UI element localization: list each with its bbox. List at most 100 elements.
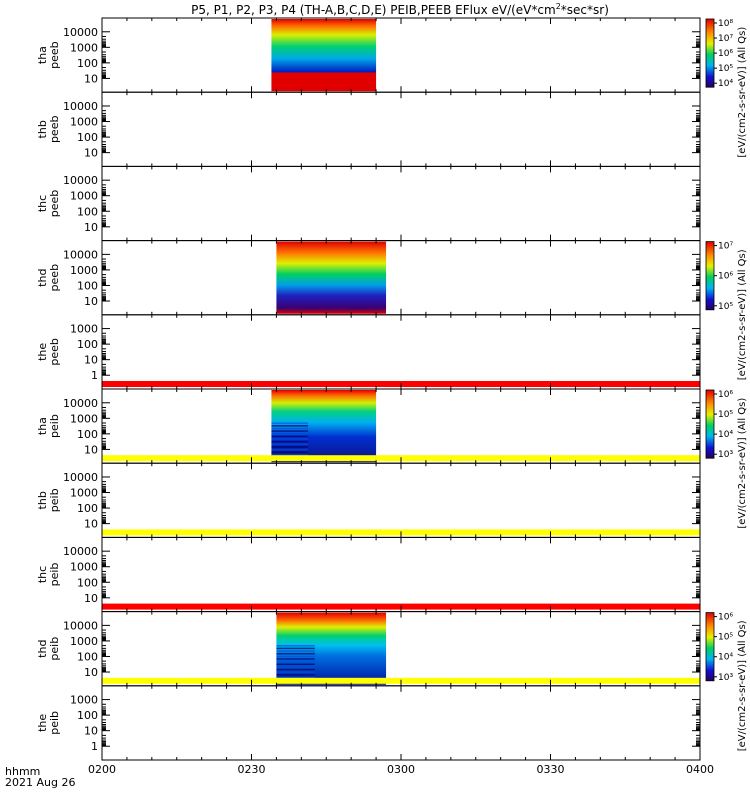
y-tick-label: 100 (77, 502, 98, 515)
y-tick-label: 1000 (70, 41, 98, 54)
y-tick-label: 10 (84, 443, 98, 456)
panel-label: thbpeib (36, 488, 61, 512)
colorbar-scale (705, 612, 715, 682)
panel-frame (101, 240, 701, 316)
panel-label-product: peeb (48, 116, 61, 144)
x-tick-label: 0400 (686, 763, 714, 776)
y-tick-label: 10000 (63, 26, 98, 39)
panel-tha-peib: 10000 1000 100 10 thapeib (36, 388, 701, 464)
y-tick-label: 10 (84, 518, 98, 531)
colorbar-label: [eV/(cm2-s-sr-eV)] (All Qs) (737, 27, 748, 158)
colorbar-tick-label: 10⁶ (718, 390, 733, 400)
panel-label-probe: the (36, 714, 49, 732)
panel-frame (101, 462, 701, 538)
y-tick-label: 100 (77, 338, 98, 351)
y-tick-label: 10 (84, 592, 98, 605)
y-tick-label: 10 (84, 725, 98, 738)
y-tick-label: 10 (84, 666, 98, 679)
panel-label-product: peeb (48, 41, 61, 69)
colorbar-1: 10⁸ 10⁷ 10⁶ 10⁵ 10⁴ [eV/(cm2-s-sr-eV)] (All Q… (705, 18, 748, 158)
panel-label: thepeeb (36, 338, 61, 366)
y-tick-label: 1000 (70, 561, 98, 574)
panel-label: thcpeib (36, 563, 61, 587)
y-tick-label: 100 (77, 576, 98, 589)
panel-label-probe: thd (36, 640, 49, 658)
colorbar-tick-label: 10⁴ (718, 79, 733, 89)
colorbar-2: 10⁷ 10⁶ 10⁵ [eV/(cm2-s-sr-eV)] (All Qs) (705, 241, 748, 380)
panel-label-product: peeb (48, 190, 61, 218)
panel-label-probe: thb (36, 491, 49, 509)
spectrogram-streak (276, 644, 315, 647)
colorbar-scale (705, 18, 715, 88)
panel-frame (101, 685, 701, 761)
colorbar-label: [eV/(cm2-s-sr-eV)] (All Qs) (737, 398, 748, 529)
spectrogram-streak (271, 425, 309, 427)
y-tick-label: 1 (91, 740, 98, 753)
spectrogram-streak (276, 652, 315, 655)
colorbar-tick-label: 10⁷ (718, 34, 733, 44)
y-tick-label: 100 (77, 279, 98, 292)
y-tick-label: 1000 (70, 190, 98, 203)
spectrogram-streak (271, 454, 309, 456)
colorbar-label: [eV/(cm2-s-sr-eV)] (All Qs) (737, 620, 748, 751)
panel-label-probe: thc (36, 195, 49, 212)
panel-the-peib: 1000 100 10 1 thepeib (36, 685, 701, 761)
spectrogram-streak (271, 440, 309, 443)
colorbar-tick-label: 10⁶ (718, 272, 733, 282)
y-tick-label: 100 (77, 650, 98, 663)
panel-label-probe: thd (36, 269, 49, 287)
y-tick-label: 10000 (63, 248, 98, 261)
y-tick-label: 1000 (70, 694, 98, 707)
colorbar-tick-label: 10³ (718, 450, 733, 460)
spectrogram-streak (276, 658, 315, 660)
spectrogram-streak (271, 435, 309, 438)
y-tick-label: 10000 (63, 545, 98, 558)
spectrogram-streak (276, 674, 315, 676)
y-tick-label: 10000 (63, 619, 98, 632)
y-tick-label: 10000 (63, 100, 98, 113)
panel-label-probe: thc (36, 566, 49, 583)
panel-label: thcpeeb (36, 190, 61, 218)
spectrogram-streak (271, 443, 309, 446)
panel-label-product: peib (48, 488, 61, 512)
panel-frame (101, 388, 701, 464)
y-tick-label: 1000 (70, 412, 98, 425)
colorbar-tick-label: 10⁶ (718, 49, 733, 59)
y-tick-label: 1000 (70, 264, 98, 277)
spectrogram-streak (271, 448, 309, 451)
x-axis-label-line2: 2021 Aug 26 (5, 776, 75, 789)
y-tick-label: 10000 (63, 397, 98, 410)
spectrogram-block (276, 241, 387, 314)
x-tick-label: 0330 (537, 763, 565, 776)
spectrogram-streak (276, 650, 315, 652)
colorbar-4: 10⁶ 10⁵ 10⁴ 10³ [eV/(cm2-s-sr-eV)] (All Qs) (705, 612, 748, 751)
panel-label: thdpeib (36, 637, 61, 661)
panel-label: thbpeeb (36, 116, 61, 144)
panel-label: thepeib (36, 711, 61, 735)
spectrogram-streak (276, 676, 315, 679)
colorbar-scale (705, 389, 715, 459)
panel-thd-peeb: 10000 1000 100 10 thdpeeb (36, 240, 701, 316)
y-tick-label: 10 (84, 72, 98, 85)
colorbar-tick-label: 10⁷ (718, 242, 733, 252)
panel-label-probe: thb (36, 120, 49, 138)
x-tick-label: 0200 (88, 763, 116, 776)
panel-label-product: peib (48, 414, 61, 438)
colorbar-label: [eV/(cm2-s-sr-eV)] (All Qs) (737, 249, 748, 380)
colorbar-tick-label: 10⁴ (718, 653, 733, 663)
y-tick-label: 1 (91, 369, 98, 382)
y-tick-label: 100 (77, 709, 98, 722)
panel-label: thapeib (36, 414, 61, 438)
spectrogram-streak (276, 666, 315, 668)
panel-label-product: peeb (48, 264, 61, 292)
spectrogram-streak (276, 655, 315, 658)
x-axis-label-line1: hhmm (5, 765, 40, 778)
y-tick-label: 10000 (63, 174, 98, 187)
chart-title: P5, P1, P2, P3, P4 (TH-A,B,C,D,E) PEIB,P… (191, 2, 609, 17)
colorbar-tick-label: 10⁴ (718, 430, 733, 440)
panel-frame (101, 165, 701, 242)
panel-the-peeb: 1000 100 10 1 thepeeb (36, 314, 701, 390)
y-tick-label: 10 (84, 295, 98, 308)
y-tick-label: 10000 (63, 471, 98, 484)
spectrogram-block (271, 19, 377, 92)
